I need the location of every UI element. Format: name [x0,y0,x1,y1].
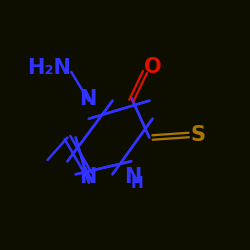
Text: N: N [79,90,96,110]
Text: H: H [131,176,144,190]
Text: N: N [79,167,96,187]
Text: H₂N: H₂N [27,58,71,78]
Text: S: S [190,125,205,145]
Text: O: O [144,57,161,77]
Text: N: N [124,167,141,187]
